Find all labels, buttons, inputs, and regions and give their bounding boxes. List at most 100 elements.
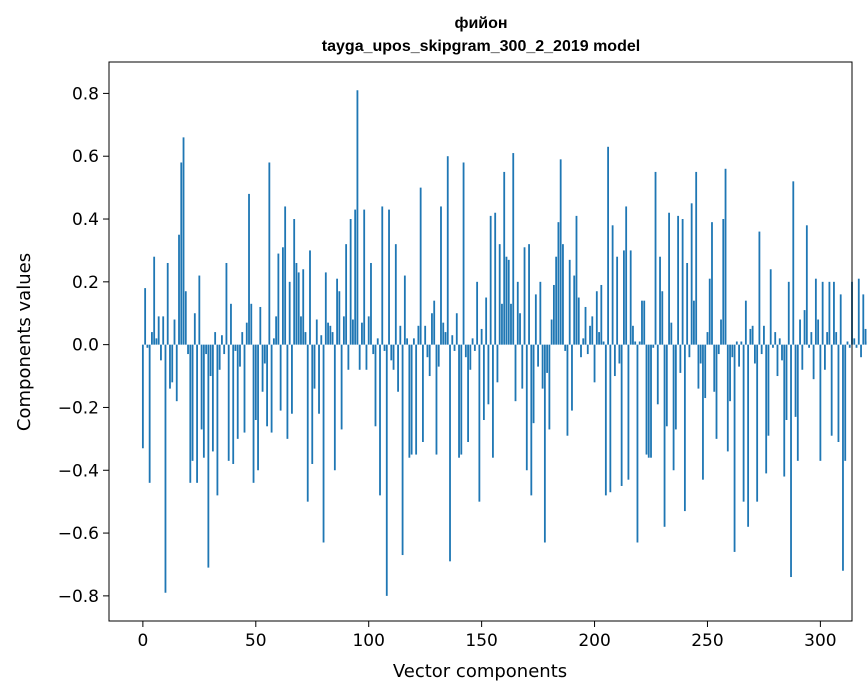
bar-164 [512,153,515,345]
bar-257 [722,219,725,345]
chart-subtitle: tayga_upos_skipgram_300_2_2019 model [322,38,640,55]
bar-296 [810,332,813,345]
bar-193 [577,297,580,345]
bar-113 [397,344,399,392]
bar-5 [153,256,156,345]
bar-91 [347,344,350,370]
bar-232 [665,344,668,427]
bar-201 [595,291,598,345]
bar-125 [424,325,427,345]
bar-180 [548,344,551,430]
bar-291 [799,319,801,345]
bar-61 [279,344,282,411]
bar-214 [625,206,628,345]
bar-56 [268,162,271,345]
bar-158 [498,244,501,345]
bar-96 [358,344,361,370]
bar-165 [514,344,517,402]
bar-44 [241,332,244,345]
bar-309 [839,294,842,345]
bar-119 [410,344,413,455]
bar-189 [568,259,571,345]
bar-268 [747,344,750,527]
bar-98 [363,209,366,345]
bar-186 [562,244,564,345]
y-tick-label: −0.8 [58,587,99,607]
bar-310 [842,344,844,571]
bar-138 [453,344,456,351]
bar-159 [501,303,503,345]
bar-66 [291,344,293,414]
bar-25 [198,275,201,345]
bar-253 [713,344,716,392]
bar-225 [650,344,652,458]
bar-122 [417,325,420,345]
bar-306 [833,281,835,345]
bar-211 [618,344,621,364]
bar-207 [609,344,612,493]
bar-65 [288,281,291,345]
bar-47 [248,193,250,345]
bar-162 [507,259,510,345]
bar-89 [342,316,345,345]
bar-172 [530,344,533,496]
bar-304 [828,281,831,345]
bar-166 [516,281,519,345]
bar-139 [455,313,458,345]
bar-69 [297,272,300,345]
y-axis-label: Components values [14,253,35,431]
bar-302 [824,344,826,370]
bar-101 [370,262,372,345]
bar-263 [735,341,738,345]
bar-252 [711,222,713,345]
x-tick-label: 250 [691,631,723,651]
bar-136 [449,344,451,562]
bar-156 [494,212,497,345]
bar-199 [591,316,594,345]
bar-209 [613,344,616,377]
bar-205 [604,344,607,496]
bar-167 [519,313,521,345]
bar-266 [742,344,745,502]
bar-187 [564,344,567,351]
bar-267 [744,300,747,345]
bar-171 [528,244,530,345]
bar-231 [663,344,666,527]
bar-237 [677,215,680,345]
bar-230 [661,291,664,345]
bar-107 [383,344,386,351]
bar-312 [846,341,849,345]
bar-303 [826,332,829,345]
bar-245 [695,171,698,345]
bar-264 [738,344,740,367]
bar-227 [654,171,657,345]
bar-84 [331,332,334,345]
bar-142 [462,162,465,345]
bar-59 [275,316,278,345]
bar-48 [250,303,253,345]
bar-297 [812,344,815,380]
bar-49 [252,344,255,483]
bar-242 [688,344,691,358]
bar-144 [467,344,469,442]
bar-130 [435,344,438,455]
bar-100 [367,316,370,345]
bar-77 [315,319,318,345]
bar-221 [641,300,643,345]
bar-10 [164,344,167,593]
bar-85 [333,344,336,471]
bar-0 [141,344,144,449]
bar-226 [652,344,655,348]
bar-149 [478,344,481,502]
bar-289 [794,344,797,417]
bar-70 [300,316,302,345]
bar-269 [749,328,752,345]
bar-218 [634,341,637,345]
bar-58 [272,338,275,345]
bar-176 [539,281,542,345]
bar-33 [216,344,219,496]
bar-72 [304,332,307,345]
bar-228 [656,344,659,405]
bar-255 [717,344,720,355]
